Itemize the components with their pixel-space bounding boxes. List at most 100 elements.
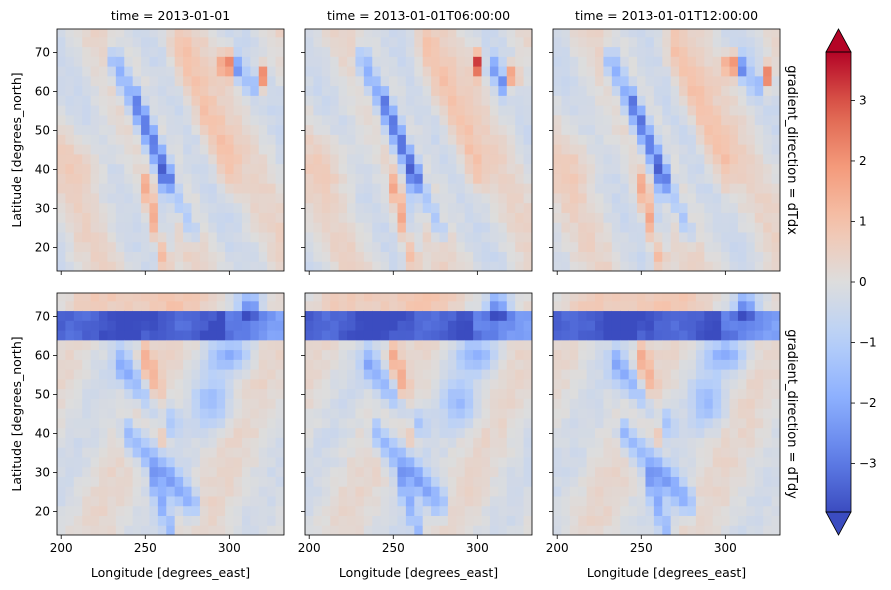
heatmap-cell xyxy=(225,476,235,487)
heatmap-cell xyxy=(372,388,382,399)
heatmap-cell xyxy=(729,222,739,233)
heatmap-cell xyxy=(561,85,571,96)
heatmap-cell xyxy=(73,173,83,184)
heatmap-cell xyxy=(132,36,142,48)
heatmap-cell xyxy=(712,29,722,38)
heatmap-cell xyxy=(380,388,390,399)
heatmap-cell xyxy=(267,251,277,262)
heatmap-cell xyxy=(447,46,457,57)
heatmap-cell xyxy=(389,95,398,106)
heatmap-cell xyxy=(729,261,739,271)
heatmap-cell xyxy=(405,339,415,351)
heatmap-cell xyxy=(620,105,630,116)
heatmap-cell xyxy=(107,251,117,262)
heatmap-cell xyxy=(620,231,630,243)
heatmap-cell xyxy=(405,349,415,360)
heatmap-cell xyxy=(372,408,382,419)
heatmap-cell xyxy=(174,447,184,458)
heatmap-cell xyxy=(397,163,407,174)
heatmap-cell xyxy=(380,515,390,526)
heatmap-cell xyxy=(267,330,277,341)
heatmap-cell xyxy=(124,95,134,106)
heatmap-cell xyxy=(523,320,532,331)
heatmap-cell xyxy=(405,241,415,252)
heatmap-cell xyxy=(771,173,780,184)
heatmap-cell xyxy=(645,144,655,155)
heatmap-cell xyxy=(637,183,646,194)
heatmap-cell xyxy=(141,378,150,390)
heatmap-cells xyxy=(553,29,780,271)
heatmap-cell xyxy=(157,408,167,419)
heatmap-cell xyxy=(124,476,134,487)
heatmap-cell xyxy=(174,75,184,87)
heatmap-cell xyxy=(553,153,562,165)
heatmap-cell xyxy=(149,85,159,96)
heatmap-cell xyxy=(481,495,491,507)
heatmap-cell xyxy=(586,212,596,223)
heatmap-cell xyxy=(305,36,314,48)
heatmap-cell xyxy=(330,95,340,106)
heatmap-cell xyxy=(620,95,630,106)
heatmap-cell xyxy=(157,231,167,243)
heatmap-cell xyxy=(267,447,277,458)
heatmap-cell xyxy=(414,144,424,155)
heatmap-cell xyxy=(414,241,424,252)
heatmap-cell xyxy=(620,495,630,507)
heatmap-cell xyxy=(653,29,663,38)
heatmap-cell xyxy=(355,349,365,360)
heatmap-cell xyxy=(569,261,579,271)
heatmap-cell xyxy=(157,369,167,380)
heatmap-cell xyxy=(65,505,75,516)
heatmap-cell xyxy=(578,388,588,399)
heatmap-cell xyxy=(389,310,398,321)
heatmap-cell xyxy=(73,105,83,116)
heatmap-cell xyxy=(65,320,75,331)
heatmap-cell xyxy=(141,153,150,165)
heatmap-cell xyxy=(687,134,697,145)
heatmap-cell xyxy=(355,427,365,438)
heatmap-cell xyxy=(670,56,680,67)
heatmap-cell xyxy=(523,378,532,390)
heatmap-cell xyxy=(57,124,66,135)
heatmap-cell xyxy=(670,408,680,419)
heatmap-cell xyxy=(645,486,655,497)
heatmap-cell xyxy=(321,515,331,526)
heatmap-cell xyxy=(637,85,646,96)
heatmap-cell xyxy=(414,251,424,262)
heatmap-cell xyxy=(347,388,356,399)
heatmap-cell xyxy=(569,36,579,48)
heatmap-cell xyxy=(82,359,92,370)
heatmap-cell xyxy=(115,408,125,419)
heatmap-cell xyxy=(267,56,277,67)
heatmap-cell xyxy=(321,378,331,390)
heatmap-cell xyxy=(712,144,722,155)
heatmap-cell xyxy=(498,85,508,96)
heatmap-cell xyxy=(662,437,672,448)
heatmap-cell xyxy=(737,505,747,516)
heatmap-cell xyxy=(637,173,646,184)
heatmap-cell xyxy=(695,408,705,419)
heatmap-cell xyxy=(275,447,284,458)
heatmap-cell xyxy=(355,231,365,243)
heatmap-cell xyxy=(321,525,331,535)
heatmap-cell xyxy=(99,310,108,321)
heatmap-cell xyxy=(141,75,150,87)
heatmap-cell xyxy=(746,398,756,409)
heatmap-cell xyxy=(712,417,722,429)
heatmap-cell xyxy=(704,320,714,331)
heatmap-cell xyxy=(233,75,243,87)
heatmap-cell xyxy=(679,300,689,312)
heatmap-cell xyxy=(645,114,655,126)
heatmap-cell xyxy=(721,105,731,116)
heatmap-cell xyxy=(561,447,571,458)
heatmap-cell xyxy=(132,349,142,360)
heatmap-cell xyxy=(721,515,731,526)
heatmap-cell xyxy=(481,163,491,174)
heatmap-cell xyxy=(99,427,108,438)
heatmap-cell xyxy=(695,476,705,487)
heatmap-cell xyxy=(595,359,604,370)
heatmap-cell xyxy=(620,134,630,145)
heatmap-cell xyxy=(481,378,491,390)
heatmap-cell xyxy=(132,427,142,438)
heatmap-cell xyxy=(670,36,680,48)
